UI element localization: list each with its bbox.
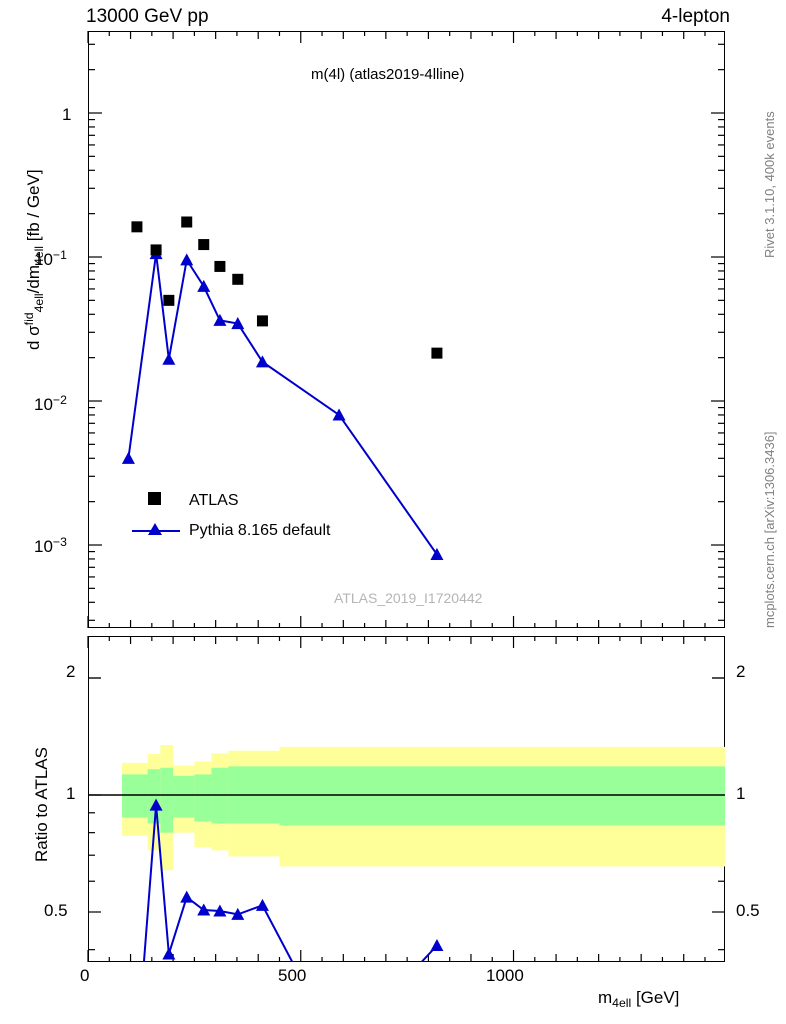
main-ytick-label-3: 10 <box>34 537 53 557</box>
ratio-ytick-right-05: 0.5 <box>736 901 760 920</box>
pythia-ratio-marker <box>255 898 269 911</box>
header-left-label: 13000 GeV pp <box>86 6 209 27</box>
pythia-ratio-marker <box>180 890 194 903</box>
main-ytick-label-0: 1 <box>62 105 72 125</box>
main-plot-frame <box>88 31 725 628</box>
main-panel-title: m(4l) (atlas2019-4lline) <box>311 66 465 83</box>
ratio-ytick-left-2: 2 <box>66 662 76 681</box>
xtick-label-1000: 1000 <box>486 966 524 985</box>
atlas-marker <box>214 260 226 272</box>
main-ytick-4: 10−3 <box>34 535 67 557</box>
atlas-marker <box>431 347 443 359</box>
pythia-marker <box>121 451 135 464</box>
atlas-marker <box>198 239 210 251</box>
main-ytick-3: 10−2 <box>34 393 67 415</box>
main-ytick-2: 10−1 <box>34 248 67 270</box>
main-ytick-label-1: 10 <box>34 250 53 270</box>
main-ytick-1: 1 <box>62 103 71 125</box>
ratio-uncertainty-bands <box>122 744 725 871</box>
pythia-marker <box>255 355 269 368</box>
pythia-ratio-marker <box>430 938 444 952</box>
legend-label-pythia: Pythia 8.165 default <box>189 522 331 539</box>
pythia-marker <box>231 317 245 330</box>
ratio-ytick-right-1: 1 <box>736 784 746 803</box>
atlas-marker <box>150 244 162 256</box>
legend-markers <box>132 492 180 535</box>
pythia-marker <box>332 408 346 421</box>
pythia-marker <box>213 313 227 326</box>
ratio-ytick-left-05: 0.5 <box>44 901 68 920</box>
pythia-ratio-marker <box>213 904 227 917</box>
main-ytick-label-2: 10 <box>34 395 53 415</box>
x-title-part-b: [GeV] <box>631 988 680 1007</box>
atlas-marker <box>256 315 268 327</box>
atlas-markers-main <box>131 216 443 359</box>
xtick-label-0: 0 <box>80 966 90 985</box>
analysis-watermark: ATLAS_2019_I1720442 <box>334 590 483 606</box>
pythia-ratio-marker <box>197 903 211 916</box>
legend-triangle-marker-pythia <box>148 523 162 535</box>
pythia-ratio-marker <box>149 798 163 811</box>
pythia-marker <box>430 547 444 560</box>
xtick-label-500: 500 <box>278 966 307 985</box>
main-ytick-exp-2: −2 <box>52 393 67 407</box>
atlas-marker <box>232 273 244 285</box>
pythia-ratio-marker <box>231 907 245 920</box>
ratio-ytick-right-2: 2 <box>736 662 746 681</box>
main-axis-ticks <box>87 31 725 628</box>
x-title-sub: 4ell <box>612 995 632 1010</box>
x-title-part-a: m <box>598 988 613 1007</box>
main-ytick-exp-1: −1 <box>52 248 67 262</box>
atlas-marker <box>131 221 143 233</box>
pythia-marker <box>180 253 194 266</box>
pythia-ratio-markers <box>149 798 444 960</box>
ratio-axis-ticks <box>87 636 725 962</box>
atlas-marker <box>181 216 193 228</box>
pythia-marker <box>162 352 176 365</box>
legend-label-atlas: ATLAS <box>189 492 239 509</box>
x-axis-title: m4ell [GeV] <box>598 988 679 1010</box>
atlas-marker <box>163 294 175 306</box>
main-ytick-exp-3: −3 <box>52 535 67 549</box>
header-right-label: 4-lepton <box>661 6 730 27</box>
legend-square-marker-atlas <box>148 492 161 505</box>
ratio-ytick-left-1: 1 <box>66 784 76 803</box>
pythia-ratio-curve <box>142 805 438 962</box>
pythia-ratio-marker <box>162 947 176 960</box>
pythia-markers-main <box>121 247 444 560</box>
pythia-marker <box>197 279 211 292</box>
pythia-curve-main <box>127 253 438 556</box>
